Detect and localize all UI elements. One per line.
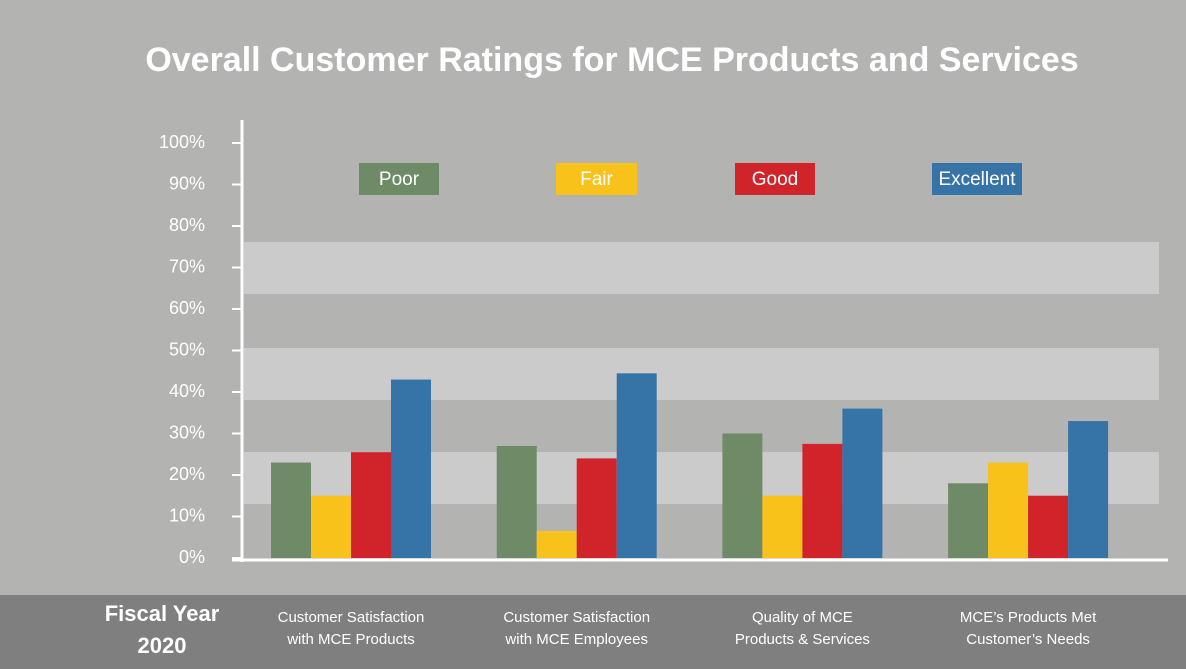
chart-title: Overall Customer Ratings for MCE Product… [145, 41, 1078, 79]
legend-label: Poor [379, 169, 420, 190]
x-tick-label: Customer Satisfaction with MCE Products [277, 609, 425, 648]
bar [351, 452, 391, 558]
legend-swatch [735, 163, 815, 195]
legend-swatch [556, 163, 637, 195]
y-tick-label: 10% [169, 505, 205, 525]
bar [391, 379, 431, 558]
y-tick-label: 40% [169, 381, 205, 401]
y-tick-label: 90% [169, 173, 205, 193]
y-tick-label: 30% [169, 422, 205, 442]
x-tick-label: Quality of MCE Products & Services [734, 609, 870, 648]
y-tick-label: 0% [179, 547, 205, 567]
y-tick-label: 100% [159, 132, 205, 152]
y-tick-label: 50% [169, 339, 205, 359]
fiscal-label: Fiscal Year 2020 [104, 601, 220, 658]
bar [311, 495, 351, 558]
legend-swatch [932, 163, 1022, 195]
bar [1068, 421, 1109, 558]
stripe [244, 242, 1159, 294]
x-tick-label: MCE’s Products Met Customer’s Needs [959, 609, 1097, 648]
bar [842, 408, 883, 558]
y-tick-label: 20% [169, 464, 205, 484]
bar [722, 433, 763, 558]
bar [576, 458, 617, 558]
x-tick-label: Customer Satisfaction with MCE Employees [503, 609, 651, 648]
bar [536, 531, 577, 558]
legend-label: Fair [580, 169, 613, 190]
bar [948, 483, 989, 558]
bar [496, 445, 537, 558]
bar [762, 495, 803, 558]
legend-label: Good [752, 169, 798, 190]
bar [271, 462, 311, 558]
bar [616, 373, 657, 558]
bar [1028, 495, 1069, 558]
y-tick-label: 80% [169, 215, 205, 235]
legend-swatch [359, 163, 439, 195]
legend-label: Excellent [938, 169, 1016, 190]
bar [802, 443, 843, 558]
stripe [244, 348, 1159, 400]
footer-band [0, 595, 1186, 669]
y-tick-label: 70% [169, 256, 205, 276]
bar [988, 462, 1029, 558]
y-tick-label: 60% [169, 298, 205, 318]
